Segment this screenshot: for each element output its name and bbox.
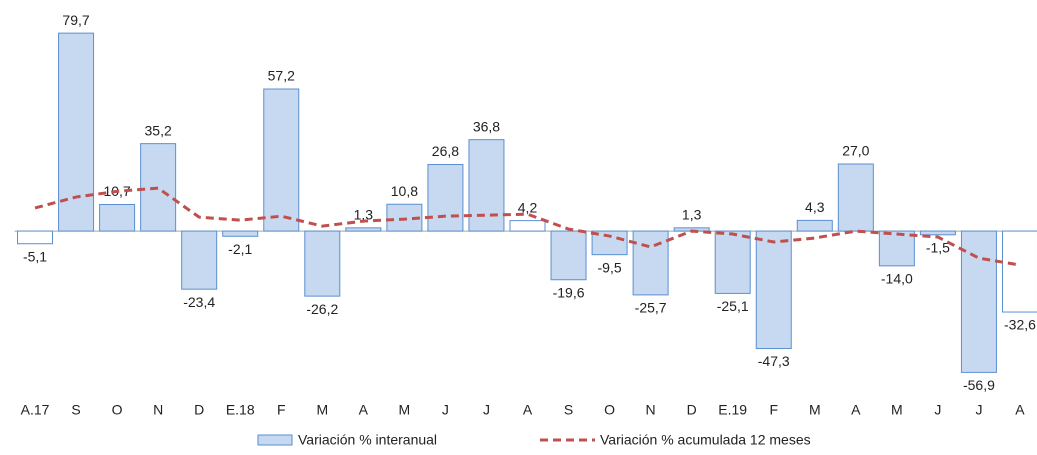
line (34, 186, 1021, 267)
x-tick-label: S (71, 402, 80, 418)
bar (509, 220, 546, 232)
x-tick-label: J (483, 402, 490, 418)
data-label: 1,3 (354, 207, 374, 223)
bar (878, 230, 915, 267)
bar (304, 230, 341, 297)
x-tick-label: J (975, 402, 982, 418)
data-label: 57,2 (268, 68, 295, 84)
x-tick-label: M (316, 402, 328, 418)
x-tick-label: A (1015, 402, 1025, 418)
data-label: -14,0 (881, 271, 913, 287)
x-tick-label: D (194, 402, 204, 418)
data-label: 26,8 (432, 143, 459, 159)
data-label: 79,7 (62, 12, 89, 28)
bar (58, 32, 95, 232)
x-tick-label: F (277, 402, 286, 418)
data-label: -9,5 (598, 259, 622, 275)
x-tick-label: S (564, 402, 573, 418)
data-label: -26,2 (306, 301, 338, 317)
x-tick-label: A (851, 402, 861, 418)
bar (960, 230, 997, 373)
bar (181, 230, 218, 290)
bar (468, 139, 505, 232)
bar (263, 88, 300, 232)
data-label: -25,1 (717, 298, 749, 314)
legend-swatch (257, 434, 293, 446)
bar (345, 227, 382, 232)
x-tick-label: O (112, 402, 123, 418)
data-label: -47,3 (758, 353, 790, 369)
data-label: -2,1 (228, 241, 252, 257)
x-tick-label: O (604, 402, 615, 418)
bar (755, 230, 792, 350)
data-label: -19,6 (553, 284, 585, 300)
x-tick-label: E.19 (718, 402, 747, 418)
x-tick-label: M (891, 402, 903, 418)
x-tick-label: A (359, 402, 369, 418)
data-label: -56,9 (963, 377, 995, 393)
x-tick-label: A (523, 402, 533, 418)
x-tick-label: F (769, 402, 778, 418)
x-tick-label: M (809, 402, 821, 418)
x-tick-label: J (442, 402, 449, 418)
data-label: 10,8 (391, 183, 418, 199)
x-tick-label: D (687, 402, 697, 418)
bar (919, 230, 956, 236)
data-label: 27,0 (842, 143, 869, 159)
x-tick-label: M (399, 402, 411, 418)
legend-label: Variación % interanual (298, 432, 437, 448)
legend-label: Variación % acumulada 12 meses (600, 432, 811, 448)
data-label: 35,2 (145, 122, 172, 138)
bar (222, 230, 259, 237)
x-tick-label: N (646, 402, 656, 418)
bar (17, 230, 54, 245)
x-tick-label: E.18 (226, 402, 255, 418)
data-label: -5,1 (23, 248, 47, 264)
data-label: -32,6 (1004, 317, 1036, 333)
x-tick-label: J (934, 402, 941, 418)
bar (632, 230, 669, 296)
bar (140, 143, 177, 232)
bar (427, 164, 464, 232)
bar (837, 163, 874, 232)
data-label: -1,5 (926, 239, 950, 255)
bar (796, 219, 833, 232)
data-label: -23,4 (183, 294, 215, 310)
x-tick-label: A.17 (21, 402, 50, 418)
bar (550, 230, 587, 281)
data-label: -25,7 (635, 300, 667, 316)
x-tick-label: N (153, 402, 163, 418)
data-label: 4,2 (518, 199, 538, 215)
bar (1001, 230, 1037, 313)
data-label: 36,8 (473, 118, 500, 134)
data-label: 4,3 (805, 199, 825, 215)
data-label: 1,3 (682, 207, 702, 223)
bar (714, 230, 751, 294)
bar (99, 203, 136, 232)
